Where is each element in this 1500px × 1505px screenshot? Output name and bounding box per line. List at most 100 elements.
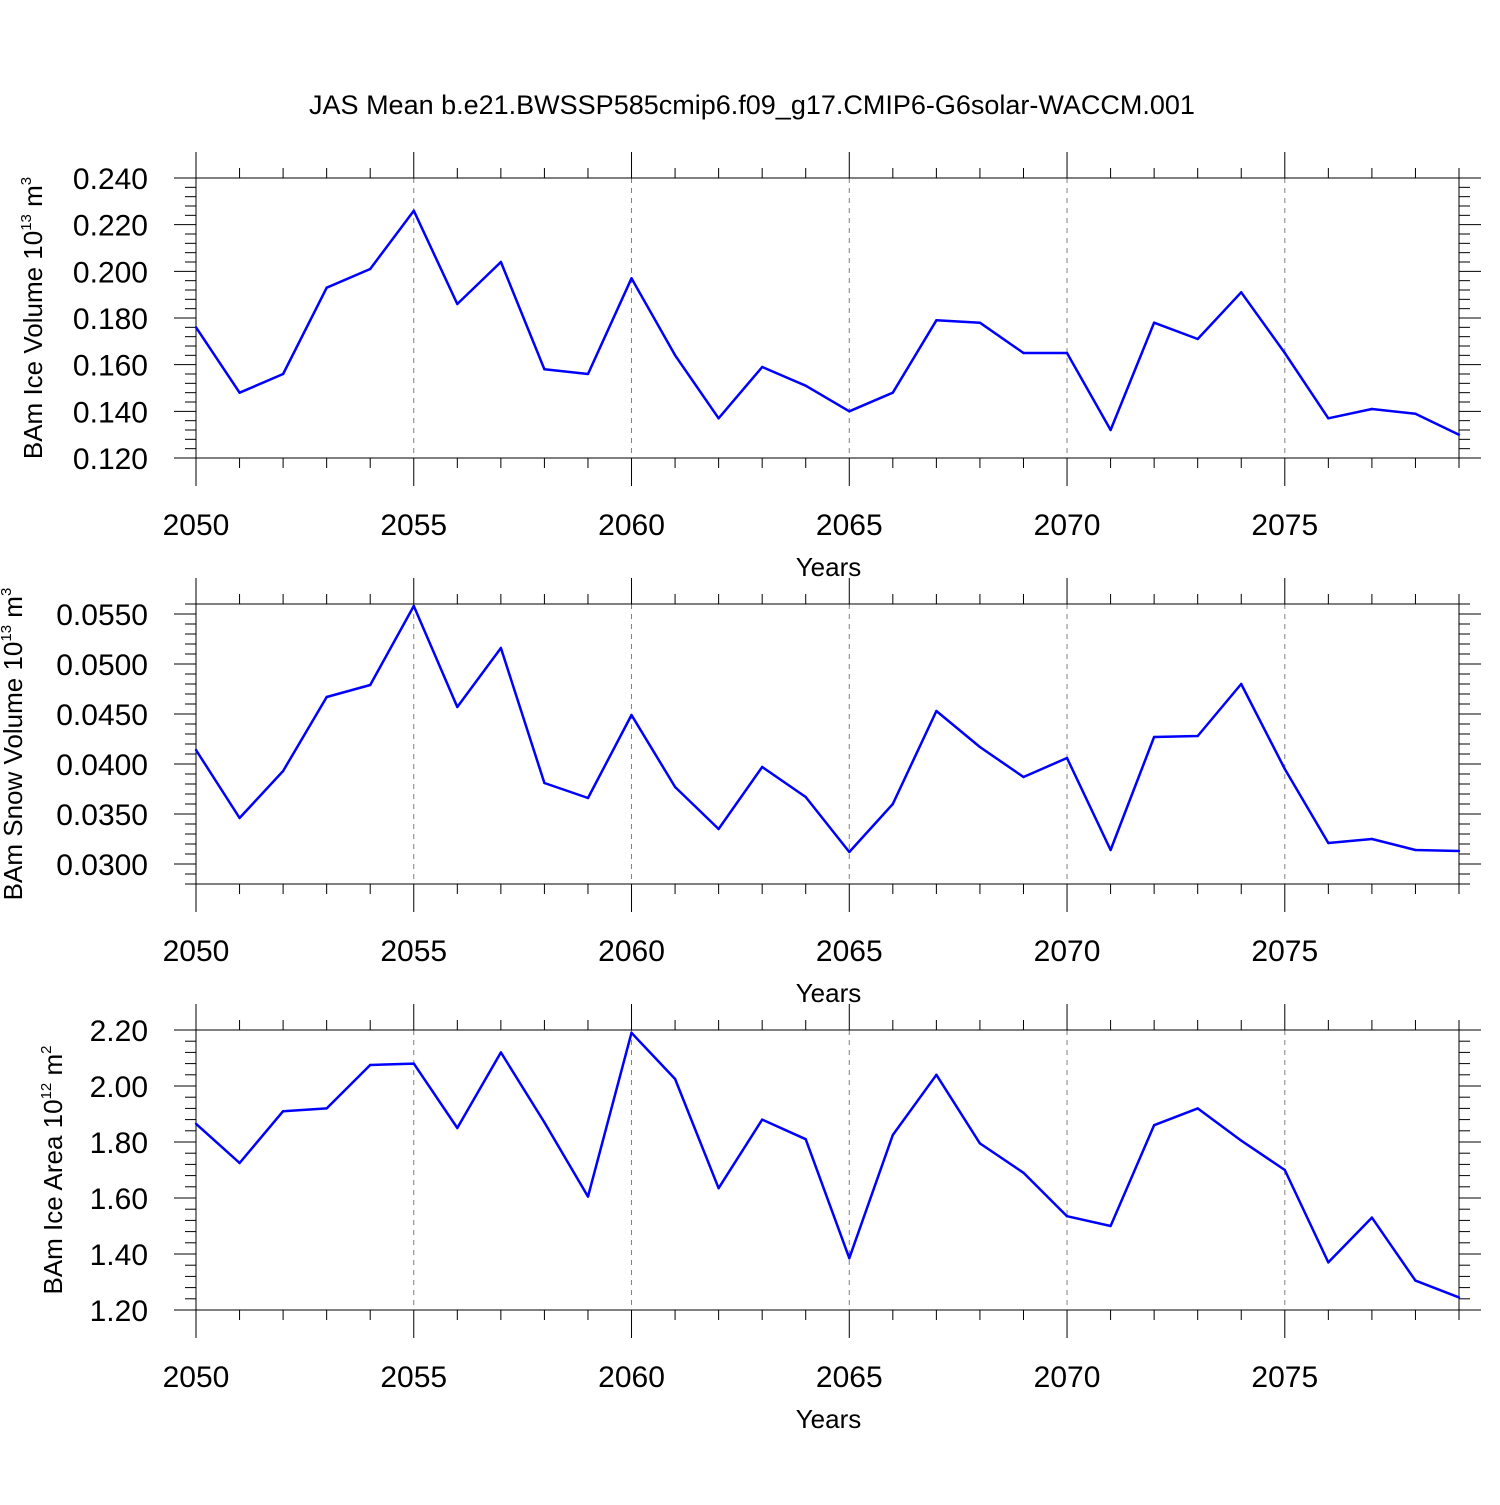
x-axis-title: Years [796, 1404, 862, 1434]
series-line [194, 604, 1460, 854]
data-point [804, 384, 807, 387]
y-axis-title-unit: m [18, 185, 48, 214]
data-point [935, 709, 938, 713]
y-tick-label: 0.200 [73, 256, 148, 289]
data-point [1283, 767, 1286, 771]
data-point [586, 372, 590, 376]
data-point [1327, 841, 1330, 845]
x-tick-label: 2060 [598, 1361, 665, 1394]
data-point [281, 1110, 285, 1113]
y-tick-label: 1.20 [90, 1295, 148, 1328]
data-point [1022, 775, 1025, 779]
data-point [194, 326, 198, 329]
data-point [412, 604, 415, 608]
data-point [586, 1195, 590, 1198]
data-point [1240, 682, 1243, 686]
data-point [978, 1142, 982, 1145]
data-point [848, 850, 851, 854]
data-point [891, 802, 895, 806]
data-point [760, 1118, 764, 1121]
data-point [1414, 848, 1417, 852]
y-tick-label: 0.0300 [56, 849, 148, 882]
data-point [1152, 1124, 1156, 1127]
data-point [804, 1138, 807, 1141]
data-point [238, 816, 241, 820]
data-point [1283, 1168, 1286, 1172]
x-tick-label: 2050 [163, 1361, 230, 1394]
data-point [1022, 351, 1025, 355]
data-point [1457, 1296, 1461, 1299]
y-axis-title: BAm Ice Area 1012 m2 [38, 1045, 68, 1294]
y-tick-label: 0.220 [73, 210, 148, 243]
data-point [1196, 337, 1199, 341]
data-point [1065, 351, 1069, 355]
x-tick-label: 2075 [1251, 935, 1318, 968]
data-point [369, 267, 372, 271]
data-point [456, 1126, 459, 1130]
x-tick-label: 2055 [380, 1361, 447, 1394]
y-tick-label: 0.0500 [56, 649, 148, 682]
x-tick-label: 2070 [1034, 1361, 1101, 1394]
data-point [1109, 428, 1112, 432]
y-tick-label: 1.80 [90, 1127, 148, 1160]
data-point [194, 1122, 198, 1126]
data-point [673, 1077, 677, 1081]
data-point [717, 1187, 720, 1190]
y-axis-title-exponent: 12 [38, 1083, 55, 1100]
data-point [238, 391, 241, 394]
data-point [238, 1161, 241, 1165]
data-point [1240, 291, 1243, 294]
data-point [1370, 837, 1374, 841]
data-point [760, 765, 764, 769]
y-axis-title: BAm Snow Volume 1013 m3 [0, 588, 28, 901]
x-tick-label: 2055 [380, 509, 447, 542]
data-point [1283, 351, 1286, 355]
data-point [325, 286, 328, 289]
x-tick-label: 2065 [816, 1361, 883, 1394]
data-point [1327, 417, 1330, 420]
data-point [935, 1073, 938, 1077]
y-tick-label: 0.140 [73, 396, 148, 429]
data-point [848, 410, 851, 413]
data-point [1240, 1139, 1243, 1142]
panel-3: 2050 2055 2060 2065 2070 2075 1.20 1.40 1.60 1.80… [38, 1004, 1481, 1434]
y-tick-label: 0.0350 [56, 799, 148, 832]
data-point [325, 695, 328, 699]
data-point [412, 1062, 415, 1065]
data-point [543, 781, 546, 785]
data-point [804, 795, 807, 799]
data-point [1457, 433, 1461, 436]
data-point [281, 769, 285, 773]
y-tick-label: 1.60 [90, 1183, 148, 1216]
y-tick-label: 0.160 [73, 350, 148, 383]
series-line [194, 209, 1460, 436]
data-point [1065, 1215, 1069, 1218]
x-tick-label: 2065 [816, 935, 883, 968]
y-tick-label: 0.0550 [56, 599, 148, 632]
data-point [499, 260, 503, 264]
data-point [543, 1121, 546, 1124]
data-point [1065, 756, 1069, 760]
data-point [630, 713, 633, 717]
y-tick-label: 0.180 [73, 303, 148, 336]
data-point [1327, 1261, 1330, 1264]
data-point [630, 1031, 633, 1035]
series-line [195, 1031, 1460, 1299]
data-point [543, 368, 546, 371]
data-point [1196, 734, 1199, 738]
data-point [1022, 1171, 1025, 1175]
data-point [1152, 321, 1156, 324]
y-axis-title-base: BAm Ice Volume 10 [18, 231, 48, 459]
y-axis-title-unit-exponent: 2 [38, 1045, 55, 1053]
x-tick-label: 2050 [163, 509, 230, 542]
data-point [978, 321, 982, 324]
data-point [499, 1051, 503, 1054]
y-axis-title-exponent: 13 [18, 214, 35, 231]
data-point [1414, 412, 1417, 415]
data-point [1109, 1224, 1112, 1228]
data-point [369, 1063, 372, 1067]
plot-frame [195, 177, 1460, 459]
x-tick-label: 2070 [1034, 935, 1101, 968]
data-point [369, 683, 372, 687]
